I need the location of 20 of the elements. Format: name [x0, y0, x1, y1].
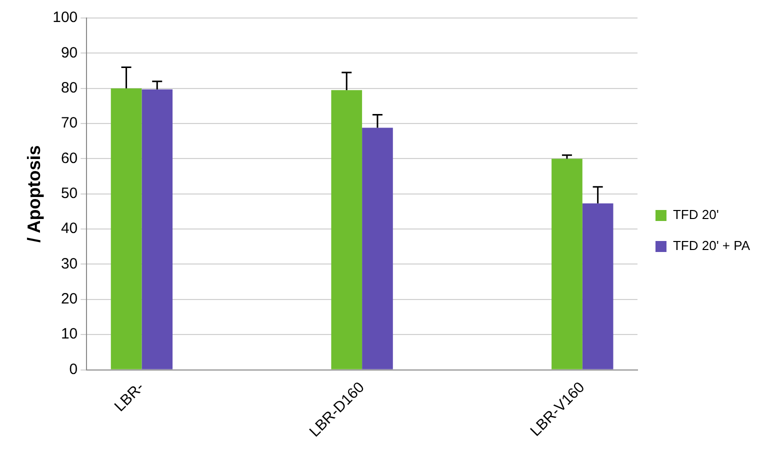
y-tick-label: 70 [60, 114, 78, 132]
bar [110, 88, 142, 370]
y-tick-label: 50 [60, 185, 78, 202]
bar [552, 158, 582, 370]
bar [362, 128, 393, 370]
y-tick-label: 90 [60, 44, 78, 62]
y-tick-label: 20 [60, 290, 78, 308]
y-tick-label: 40 [60, 220, 78, 238]
bar [331, 90, 362, 370]
y-tick-label: 10 [60, 326, 78, 343]
legend-label: TFD 20' + PA [672, 238, 750, 254]
legend-label: TFD 20' [672, 207, 719, 222]
y-tick-label: 30 [60, 255, 78, 272]
y-tick-label: 60 [60, 150, 78, 167]
bar [142, 89, 173, 370]
bar [582, 203, 614, 370]
y-axis-title: / Apoptosis [24, 145, 44, 243]
y-tick-label: 100 [52, 9, 78, 26]
y-tick-label: 0 [69, 360, 78, 378]
y-tick-label: 80 [60, 79, 78, 96]
